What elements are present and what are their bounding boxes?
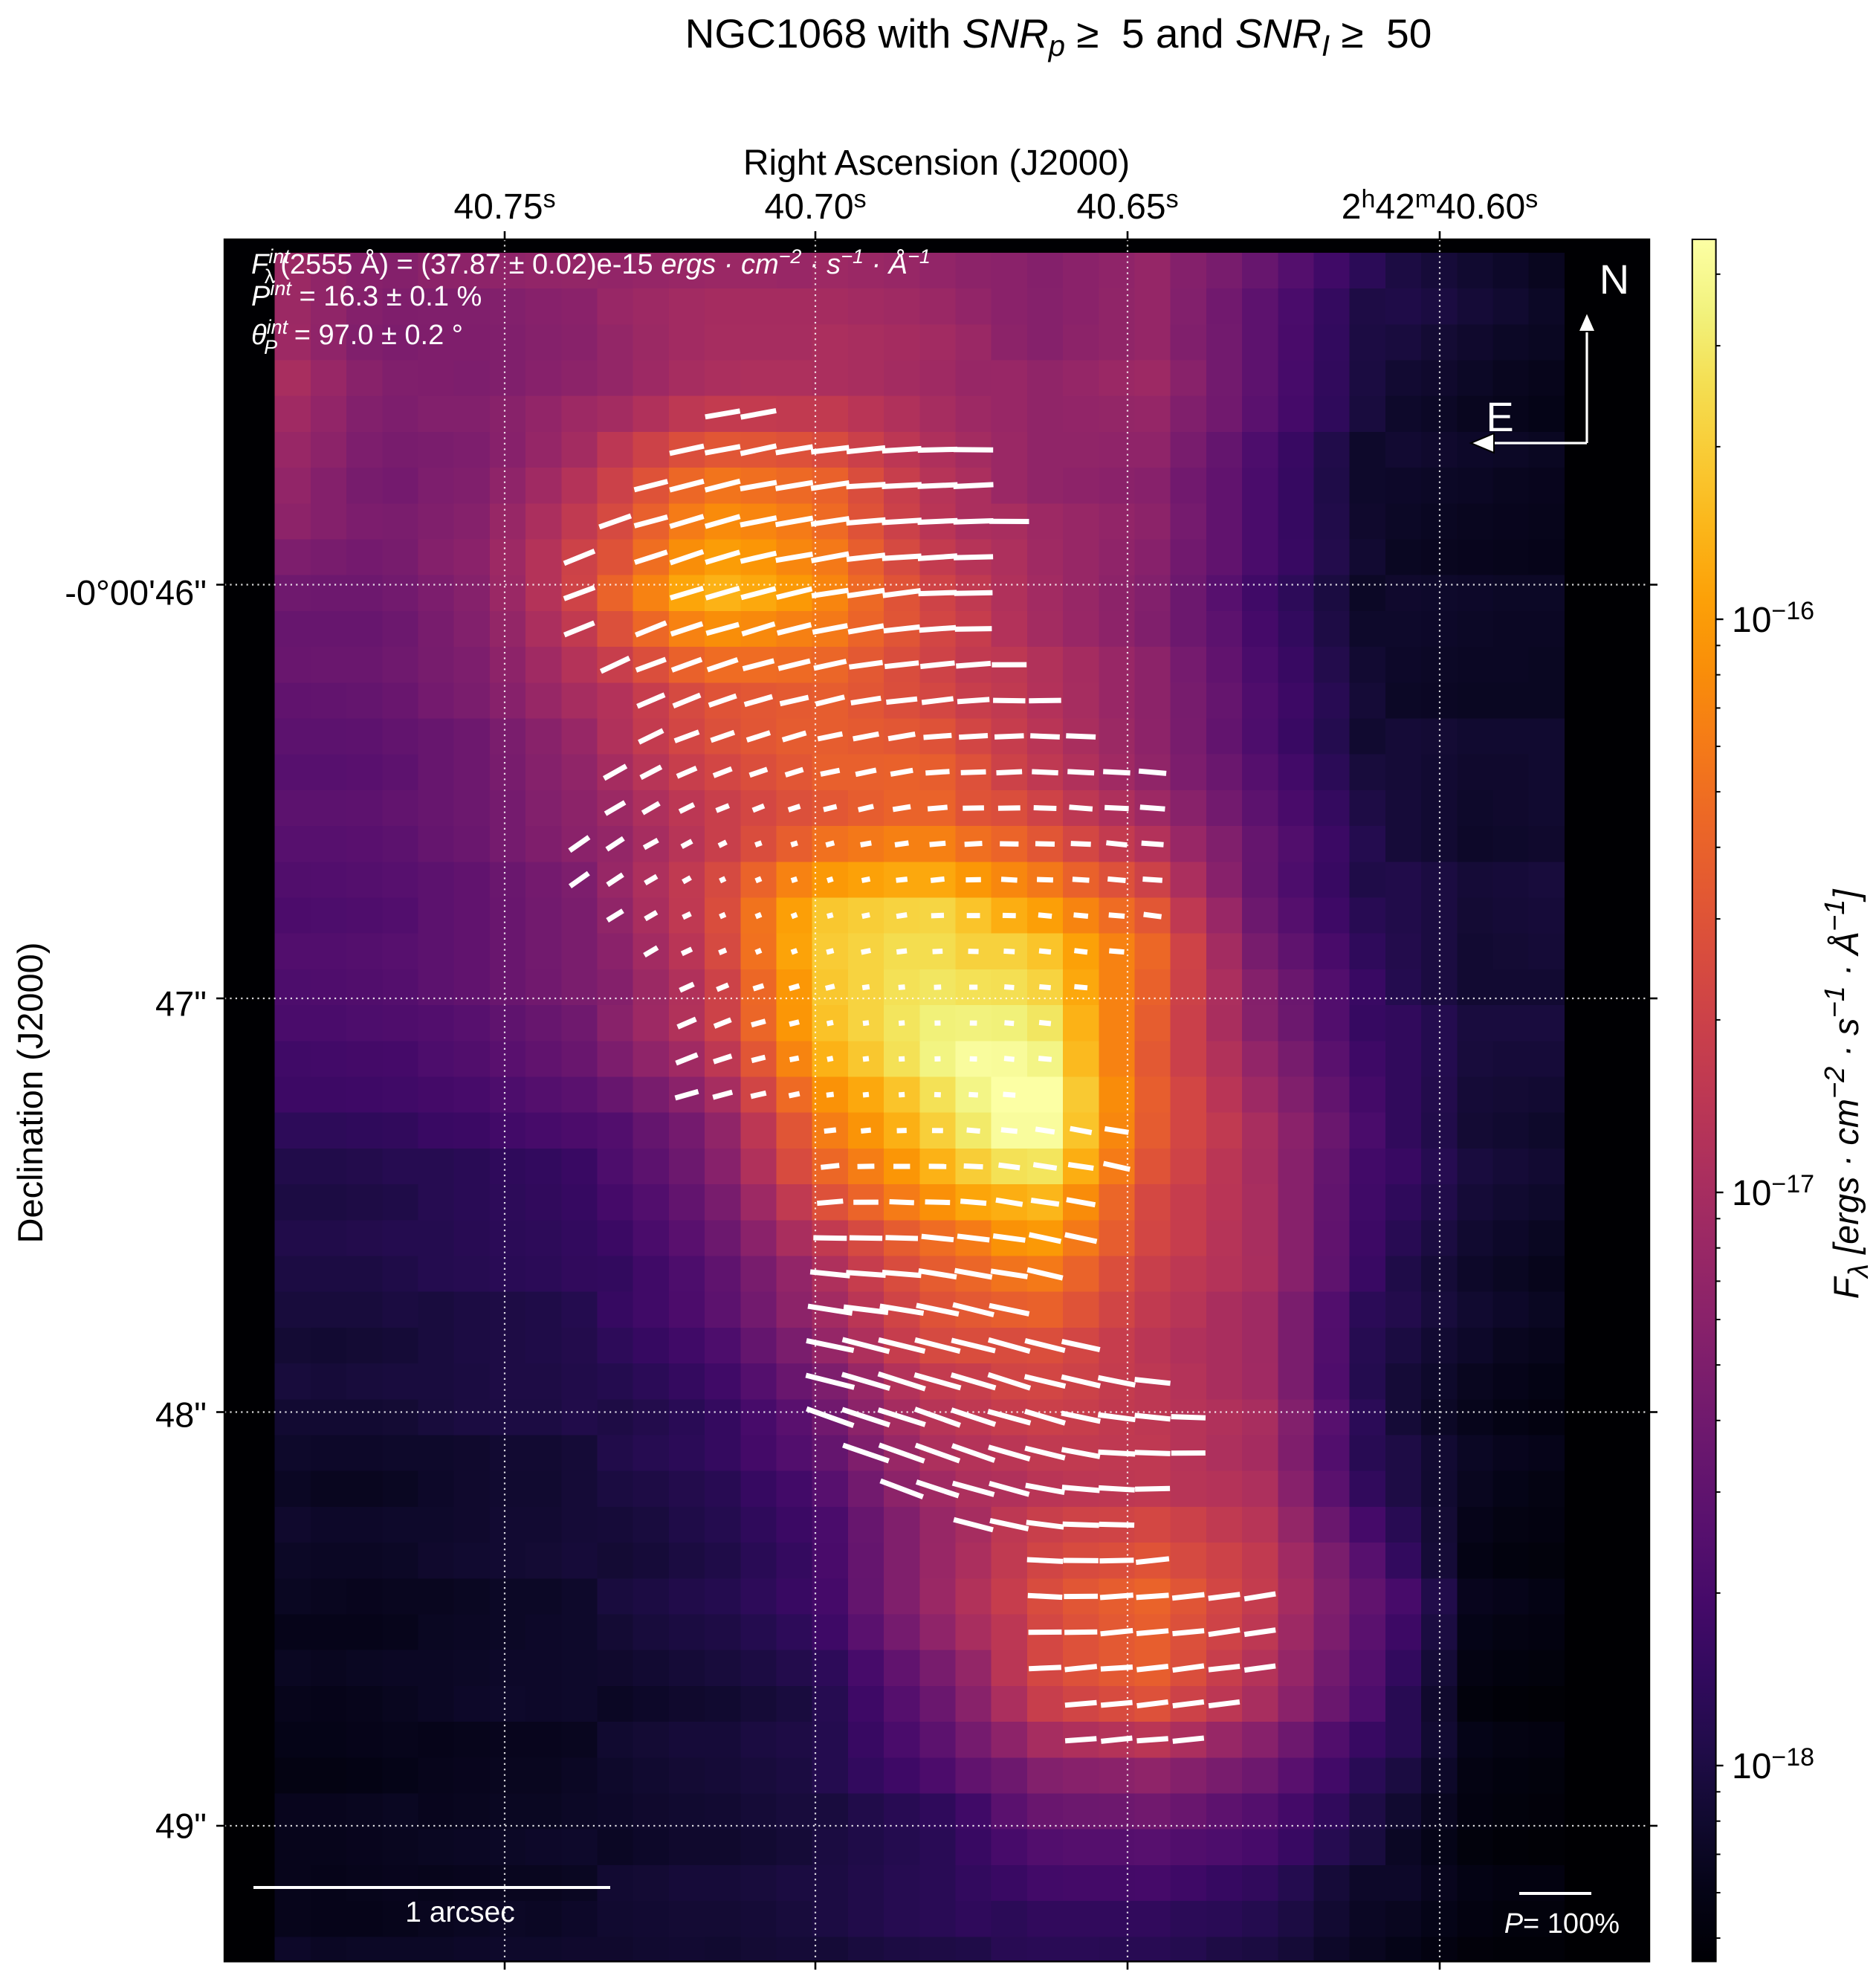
svg-text:40.65s: 40.65s — [1076, 185, 1178, 227]
svg-text:2h42m40.60s: 2h42m40.60s — [1342, 185, 1538, 227]
svg-text:Pint = 16.3 ± 0.1 %: Pint = 16.3 ± 0.1 % — [251, 277, 482, 312]
svg-text:48": 48" — [155, 1395, 207, 1435]
svg-text:NGC1068 with SNRp ≥ 5 and SNR: NGC1068 with SNRp ≥ 5 and SNRI ≥ 50 — [685, 10, 1432, 62]
svg-text:47": 47" — [155, 984, 207, 1024]
svg-text:Fλ [ergs · cm−2 · s−1 · Å−1]: Fλ [ergs · cm−2 · s−1 · Å−1] — [1820, 889, 1875, 1299]
svg-text:49": 49" — [155, 1806, 207, 1846]
svg-text:E: E — [1486, 393, 1513, 440]
svg-text:Declination (J2000): Declination (J2000) — [10, 943, 50, 1244]
svg-text:P= 100%: P= 100% — [1504, 1908, 1620, 1940]
svg-text:N: N — [1600, 256, 1629, 303]
svg-text:40.75s: 40.75s — [453, 185, 555, 227]
svg-text:1 arcsec: 1 arcsec — [405, 1896, 514, 1928]
svg-text:-0°00'46": -0°00'46" — [65, 573, 207, 613]
svg-text:Right Ascension (J2000): Right Ascension (J2000) — [743, 143, 1130, 183]
svg-text:40.70s: 40.70s — [764, 185, 866, 227]
